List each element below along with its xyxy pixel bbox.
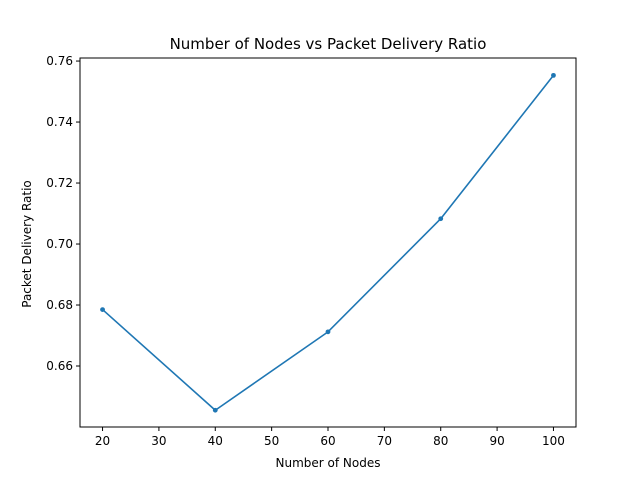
- x-tick-label: 80: [433, 434, 448, 448]
- x-tick-label: 70: [377, 434, 392, 448]
- data-point: [212, 407, 218, 413]
- y-tick-label: 0.70: [46, 237, 73, 251]
- x-tick-label: 100: [542, 434, 565, 448]
- chart-title: Number of Nodes vs Packet Delivery Ratio: [170, 35, 487, 53]
- x-tick-label: 30: [151, 434, 166, 448]
- data-point: [551, 72, 556, 78]
- y-tick-label: 0.76: [46, 54, 73, 68]
- data-point: [438, 216, 444, 222]
- x-tick-label: 40: [208, 434, 223, 448]
- data-point: [100, 307, 105, 312]
- plot-frame: [79, 57, 577, 428]
- data-point: [325, 329, 331, 335]
- y-tick-label: 0.66: [46, 359, 73, 373]
- plot-area: 20 30 40 50 60 70 80 90 100 0.66 0.68 0.70 0.72 0.74 0…: [46, 54, 577, 448]
- x-tick-label: 60: [320, 434, 335, 448]
- y-tick-label: 0.72: [46, 176, 73, 190]
- y-tick-label: 0.68: [46, 298, 73, 312]
- x-axis-label: Number of Nodes: [276, 456, 381, 470]
- y-axis-label: Packet Delivery Ratio: [20, 180, 34, 308]
- y-tick-label: 0.74: [46, 115, 73, 129]
- x-tick-label: 90: [489, 434, 504, 448]
- x-tick-label: 20: [95, 434, 110, 448]
- x-tick-label: 50: [264, 434, 279, 448]
